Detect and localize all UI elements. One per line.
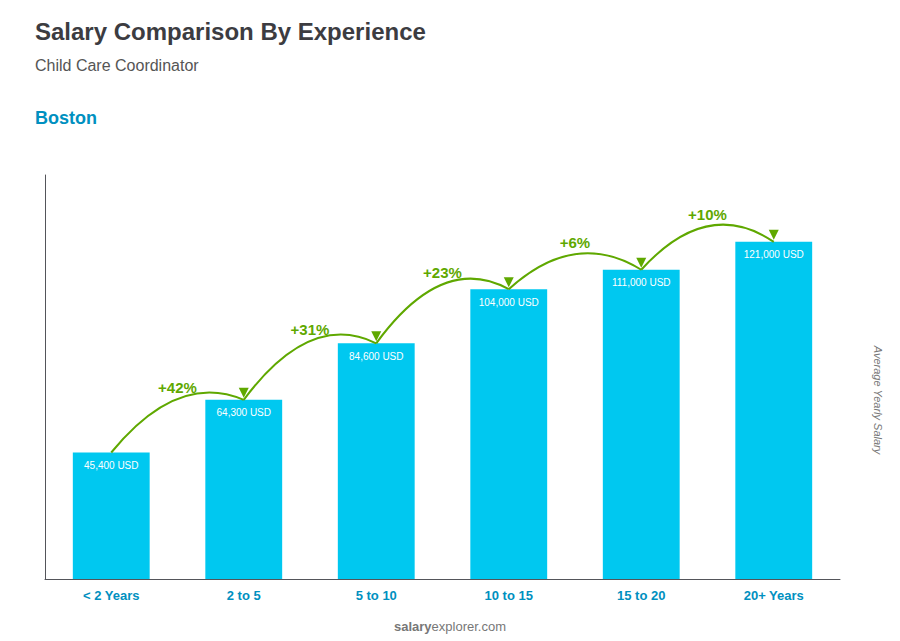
svg-text:Salary Comparison By Experienc: Salary Comparison By Experience bbox=[35, 18, 426, 45]
svg-text:5 to 10: 5 to 10 bbox=[356, 588, 397, 603]
svg-text:Average Yearly Salary: Average Yearly Salary bbox=[872, 345, 884, 456]
svg-text:111,000 USD: 111,000 USD bbox=[612, 277, 671, 288]
svg-text:104,000 USD: 104,000 USD bbox=[479, 297, 539, 308]
svg-text:15 to 20: 15 to 20 bbox=[617, 588, 665, 603]
svg-text:10 to 15: 10 to 15 bbox=[485, 588, 533, 603]
svg-text:+6%: +6% bbox=[560, 234, 590, 251]
svg-text:64,300 USD: 64,300 USD bbox=[217, 407, 271, 418]
svg-text:explorer.com: explorer.com bbox=[432, 619, 506, 634]
svg-text:Boston: Boston bbox=[35, 108, 97, 128]
svg-text:< 2 Years: < 2 Years bbox=[83, 588, 140, 603]
svg-text:121,000 USD: 121,000 USD bbox=[744, 249, 804, 260]
svg-text:20+ Years: 20+ Years bbox=[744, 588, 804, 603]
svg-text:Child Care Coordinator: Child Care Coordinator bbox=[35, 57, 199, 74]
svg-text:salary: salary bbox=[394, 619, 432, 634]
svg-text:84,600 USD: 84,600 USD bbox=[349, 351, 403, 362]
svg-text:+42%: +42% bbox=[158, 379, 197, 396]
svg-text:+23%: +23% bbox=[423, 264, 462, 281]
svg-text:+31%: +31% bbox=[291, 321, 330, 338]
svg-text:2 to 5: 2 to 5 bbox=[227, 588, 261, 603]
svg-text:45,400 USD: 45,400 USD bbox=[84, 460, 138, 471]
svg-text:+10%: +10% bbox=[688, 206, 727, 223]
